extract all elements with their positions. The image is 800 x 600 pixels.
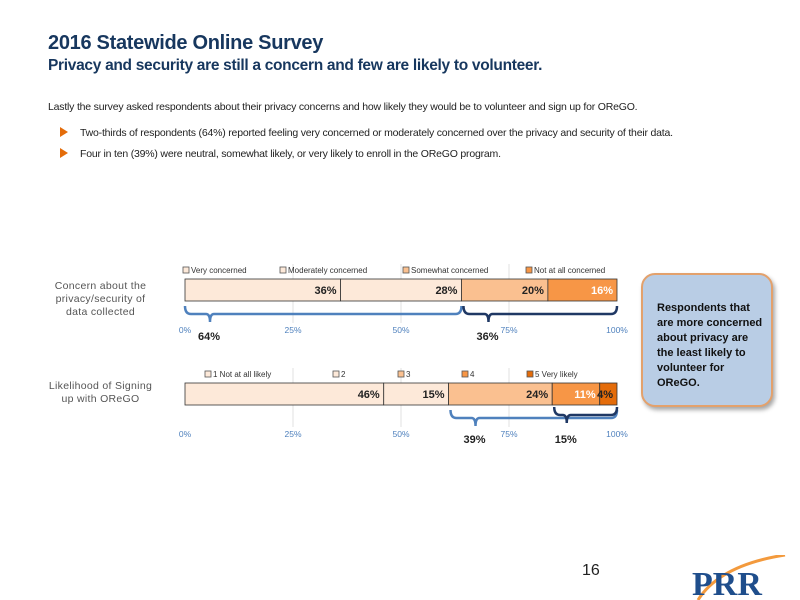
data-label: 11% <box>574 389 596 401</box>
legend-swatch <box>279 266 287 274</box>
axis-tick-label: 100% <box>606 325 628 335</box>
data-label: 4% <box>597 389 613 401</box>
legend-swatch <box>204 370 212 378</box>
callout-box: Respondents that are more concerned abou… <box>641 273 773 407</box>
legend-swatch <box>332 370 340 378</box>
legend-swatch <box>182 266 190 274</box>
axis-tick-label: 0% <box>179 429 192 439</box>
axis-tick-label: 50% <box>392 429 409 439</box>
brace-bracket <box>183 305 463 323</box>
brace-total-label: 39% <box>464 434 486 446</box>
page-subtitle: Privacy and security are still a concern… <box>48 57 543 74</box>
chart-row-label: Concern about the privacy/security of da… <box>54 280 147 318</box>
legend-label: 2 <box>341 370 346 379</box>
axis-tick-label: 75% <box>500 429 517 439</box>
legend-swatch <box>461 370 469 378</box>
bar-segment <box>599 382 618 406</box>
chart-row-label: Likelihood of Signing up with OReGO <box>48 380 153 405</box>
axis-tick-label: 25% <box>284 325 301 335</box>
bullet-item: Two-thirds of respondents (64%) reported… <box>60 127 673 139</box>
data-label: 36% <box>314 285 336 297</box>
legend-swatch <box>525 266 533 274</box>
legend-label: 4 <box>470 370 475 379</box>
bullet-item: Four in ten (39%) were neutral, somewhat… <box>60 148 501 160</box>
legend-label: Very concerned <box>191 266 247 275</box>
page-title: 2016 Statewide Online Survey <box>48 32 324 54</box>
bullet-text: Two-thirds of respondents (64%) reported… <box>80 127 673 139</box>
axis-tick-label: 100% <box>606 429 628 439</box>
data-label: 16% <box>591 285 613 297</box>
data-label: 15% <box>422 389 444 401</box>
legend-swatch <box>402 266 410 274</box>
legend-label: 3 <box>406 370 411 379</box>
data-label: 20% <box>522 285 544 297</box>
brace-total-label: 36% <box>476 331 498 343</box>
intro-text: Lastly the survey asked respondents abou… <box>48 101 638 113</box>
brace-total-label: 15% <box>555 434 577 446</box>
legend-swatch <box>526 370 534 378</box>
arrow-bullet-icon <box>60 127 68 137</box>
svg-text:PRR: PRR <box>692 566 762 600</box>
bar-segment <box>184 382 385 406</box>
legend-label: Not at all concerned <box>534 266 605 275</box>
legend-label: 5 Very likely <box>535 370 578 379</box>
axis-tick-label: 75% <box>500 325 517 335</box>
brace-bracket <box>449 409 619 427</box>
axis-tick-label: 0% <box>179 325 192 335</box>
arrow-bullet-icon <box>60 148 68 158</box>
brace-bracket <box>552 406 619 424</box>
bar-segment <box>547 278 618 302</box>
brace-bracket <box>462 305 619 323</box>
page-number: 16 <box>582 562 600 579</box>
axis-tick-label: 25% <box>284 429 301 439</box>
bullet-text: Four in ten (39%) were neutral, somewhat… <box>80 148 501 160</box>
legend-label: 1 Not at all likely <box>213 370 271 379</box>
legend-swatch <box>397 370 405 378</box>
data-label: 28% <box>435 285 457 297</box>
prr-logo: PRR <box>692 555 786 600</box>
brace-total-label: 64% <box>198 331 220 343</box>
legend-label: Moderately concerned <box>288 266 367 275</box>
data-label: 24% <box>526 389 548 401</box>
legend-label: Somewhat concerned <box>411 266 488 275</box>
data-label: 46% <box>358 389 380 401</box>
axis-tick-label: 50% <box>392 325 409 335</box>
